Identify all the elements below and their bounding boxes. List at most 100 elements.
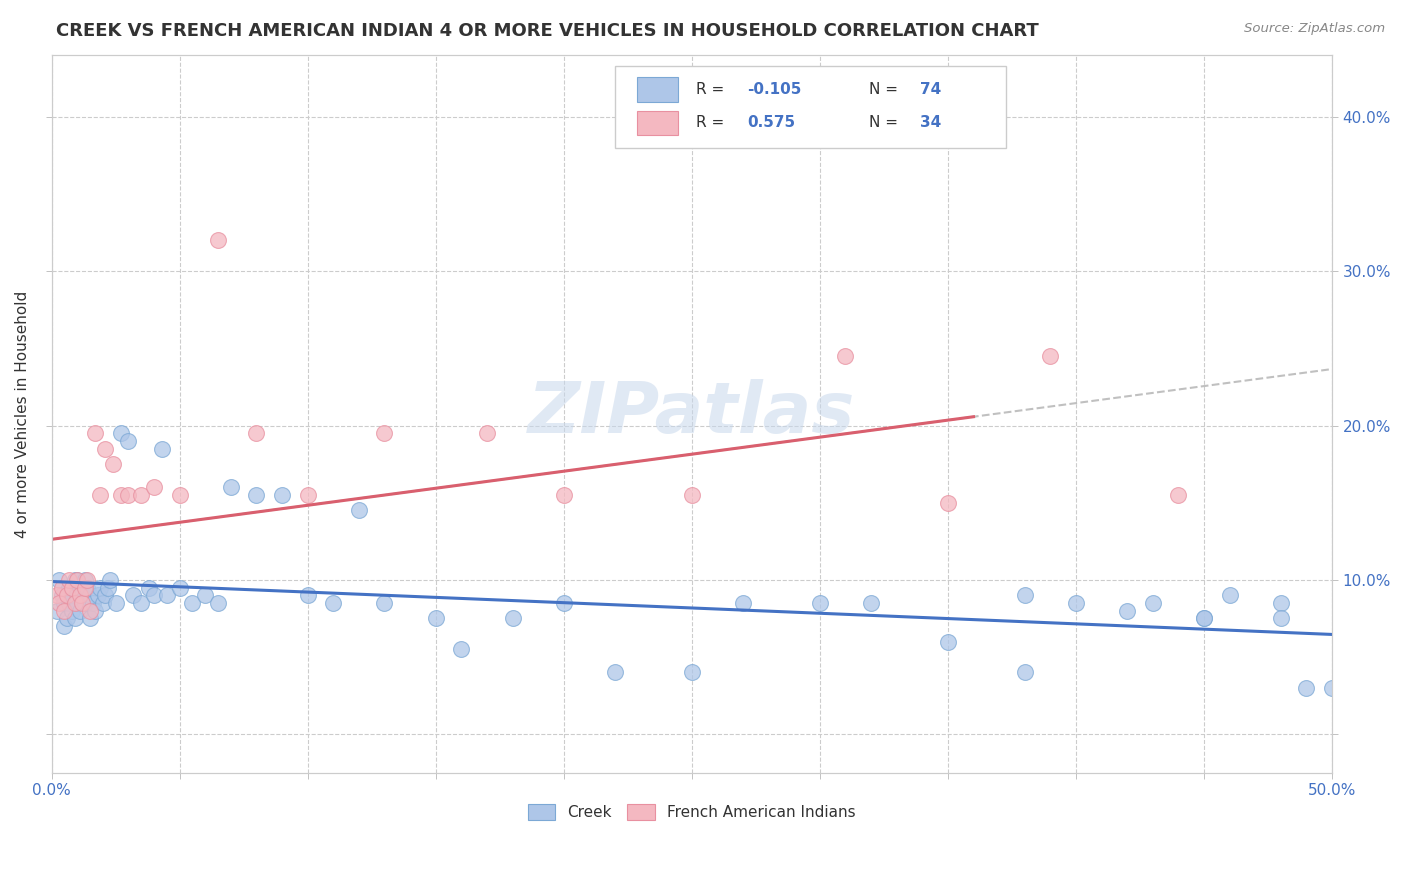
Point bbox=[73, 573, 96, 587]
Point bbox=[1039, 349, 1062, 363]
Point bbox=[450, 642, 472, 657]
Point bbox=[100, 573, 122, 587]
Point bbox=[1320, 681, 1343, 695]
Point bbox=[181, 596, 204, 610]
Point bbox=[84, 604, 107, 618]
Point bbox=[60, 588, 83, 602]
Point bbox=[1270, 596, 1292, 610]
Point bbox=[681, 665, 703, 680]
Point bbox=[89, 581, 111, 595]
Point bbox=[1014, 665, 1036, 680]
Point bbox=[194, 588, 217, 602]
Point bbox=[373, 426, 395, 441]
Point bbox=[53, 619, 76, 633]
Point bbox=[143, 588, 166, 602]
Point bbox=[48, 596, 70, 610]
Text: 0.575: 0.575 bbox=[747, 115, 794, 130]
FancyBboxPatch shape bbox=[637, 111, 678, 135]
Point bbox=[603, 665, 626, 680]
Point bbox=[122, 588, 145, 602]
Point bbox=[834, 349, 856, 363]
Point bbox=[56, 588, 79, 602]
Point bbox=[101, 457, 124, 471]
Point bbox=[297, 588, 319, 602]
Point bbox=[245, 426, 267, 441]
Legend: Creek, French American Indians: Creek, French American Indians bbox=[522, 797, 862, 826]
Y-axis label: 4 or more Vehicles in Household: 4 or more Vehicles in Household bbox=[15, 290, 30, 538]
Point bbox=[373, 596, 395, 610]
Point bbox=[169, 581, 191, 595]
Point bbox=[45, 588, 67, 602]
Point bbox=[66, 573, 89, 587]
Text: N =: N = bbox=[869, 82, 903, 97]
Point bbox=[936, 496, 959, 510]
Point bbox=[48, 573, 70, 587]
Point bbox=[79, 611, 101, 625]
Point bbox=[731, 596, 754, 610]
Point bbox=[1167, 488, 1189, 502]
Point bbox=[245, 488, 267, 502]
Point bbox=[56, 588, 79, 602]
FancyBboxPatch shape bbox=[637, 78, 678, 102]
Point bbox=[129, 488, 152, 502]
Point bbox=[58, 596, 80, 610]
Point bbox=[1219, 588, 1241, 602]
Point bbox=[66, 588, 89, 602]
Point bbox=[60, 581, 83, 595]
Text: ZIPatlas: ZIPatlas bbox=[529, 379, 855, 449]
Point bbox=[53, 596, 76, 610]
Text: 34: 34 bbox=[920, 115, 941, 130]
Point bbox=[1014, 588, 1036, 602]
Point bbox=[97, 581, 120, 595]
Point bbox=[94, 588, 117, 602]
Point bbox=[117, 434, 139, 448]
Point bbox=[66, 573, 89, 587]
Point bbox=[45, 604, 67, 618]
Point bbox=[79, 604, 101, 618]
Point bbox=[110, 426, 132, 441]
Point bbox=[1192, 611, 1215, 625]
Point bbox=[89, 488, 111, 502]
Point bbox=[79, 588, 101, 602]
Point bbox=[297, 488, 319, 502]
Point bbox=[72, 588, 94, 602]
Point bbox=[502, 611, 524, 625]
Point bbox=[271, 488, 294, 502]
Point bbox=[150, 442, 173, 456]
Point bbox=[1116, 604, 1139, 618]
Point bbox=[1295, 681, 1317, 695]
Point bbox=[129, 596, 152, 610]
Point bbox=[169, 488, 191, 502]
Point bbox=[425, 611, 447, 625]
Point bbox=[69, 581, 91, 595]
Point bbox=[53, 604, 76, 618]
Point bbox=[1270, 611, 1292, 625]
Point bbox=[91, 596, 114, 610]
Point bbox=[138, 581, 160, 595]
FancyBboxPatch shape bbox=[614, 66, 1005, 148]
Text: 74: 74 bbox=[920, 82, 941, 97]
Point bbox=[73, 581, 96, 595]
Point bbox=[219, 480, 242, 494]
Point bbox=[51, 581, 73, 595]
Text: CREEK VS FRENCH AMERICAN INDIAN 4 OR MORE VEHICLES IN HOUSEHOLD CORRELATION CHAR: CREEK VS FRENCH AMERICAN INDIAN 4 OR MOR… bbox=[56, 22, 1039, 40]
Text: -0.105: -0.105 bbox=[747, 82, 801, 97]
Point bbox=[76, 573, 98, 587]
Point bbox=[1142, 596, 1164, 610]
Point bbox=[63, 596, 86, 610]
Point bbox=[56, 611, 79, 625]
Point bbox=[84, 426, 107, 441]
Point bbox=[1192, 611, 1215, 625]
Text: N =: N = bbox=[869, 115, 903, 130]
Point bbox=[58, 581, 80, 595]
Point bbox=[936, 634, 959, 648]
Point bbox=[860, 596, 883, 610]
Point bbox=[73, 596, 96, 610]
Point bbox=[69, 604, 91, 618]
Point bbox=[66, 596, 89, 610]
Point bbox=[322, 596, 344, 610]
Point bbox=[347, 503, 370, 517]
Point bbox=[69, 588, 91, 602]
Point bbox=[104, 596, 127, 610]
Point bbox=[58, 573, 80, 587]
